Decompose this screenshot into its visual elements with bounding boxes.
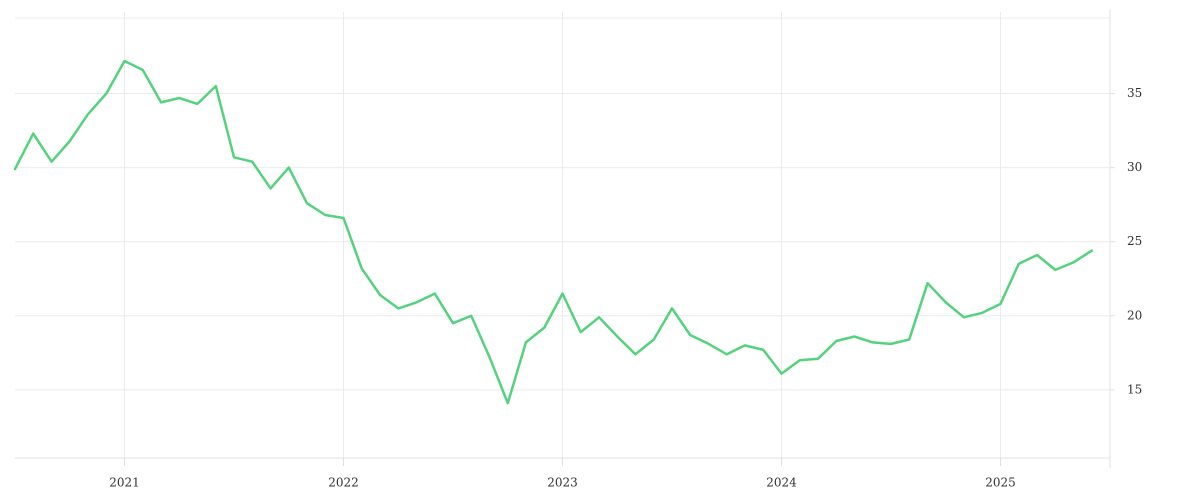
- y-tick-label: 20: [1127, 308, 1142, 322]
- x-tick-label: 2022: [328, 476, 359, 490]
- x-tick-label: 2025: [985, 476, 1016, 490]
- y-tick-label: 30: [1127, 160, 1142, 174]
- x-tick-label: 2024: [766, 476, 797, 490]
- data-line: [13, 59, 1094, 405]
- x-tick-label: 2023: [547, 476, 578, 490]
- y-tick-label: 25: [1127, 234, 1142, 248]
- x-tick-label: 2021: [109, 476, 140, 490]
- y-tick-label: 15: [1127, 382, 1142, 396]
- y-tick-label: 35: [1127, 86, 1142, 100]
